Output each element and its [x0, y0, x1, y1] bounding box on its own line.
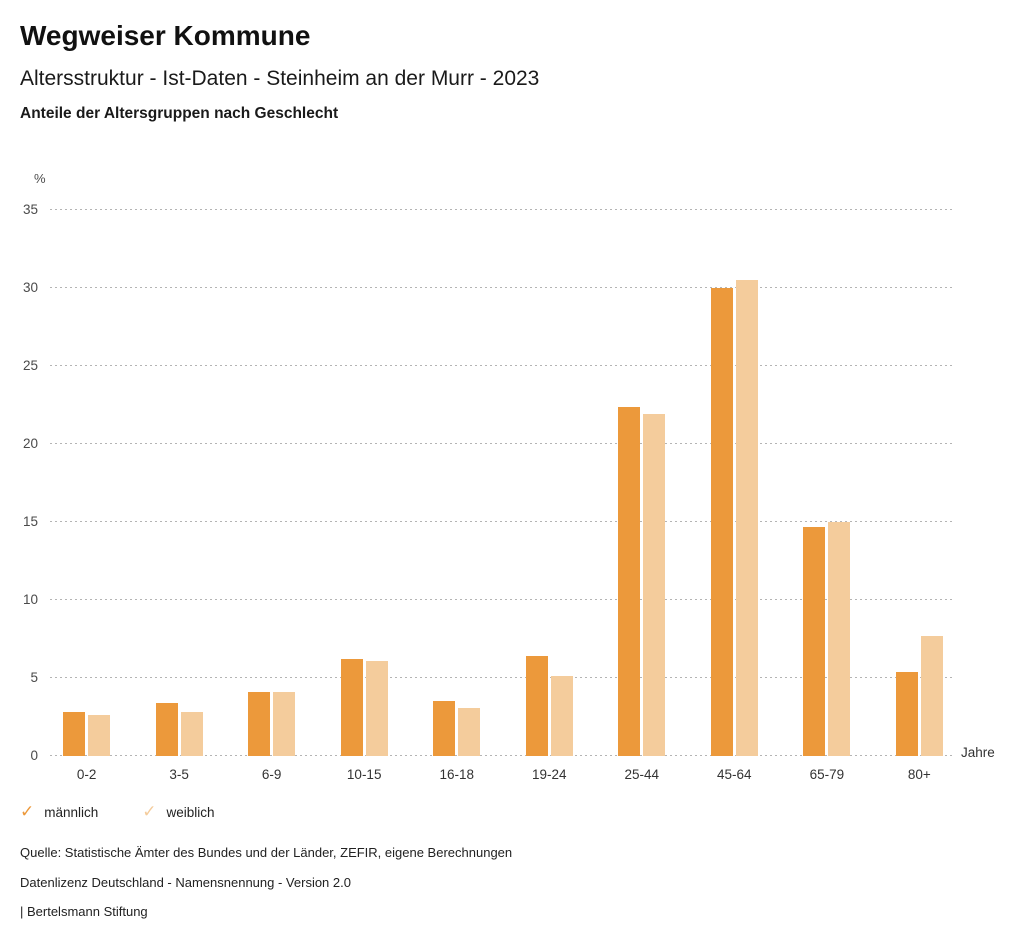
x-axis-unit-label: Jahre: [961, 745, 995, 760]
y-axis-tick-0: 0: [30, 748, 38, 763]
bar-weiblich-16-18[interactable]: [458, 707, 481, 756]
gridline-30: [50, 287, 955, 288]
x-axis-label-6-9: 6-9: [261, 767, 282, 782]
legend-label: weiblich: [166, 804, 215, 820]
x-axis-label-80+: 80+: [907, 767, 931, 782]
legend: ✓ männlich ✓ weiblich: [20, 803, 215, 821]
gridline-5: [50, 677, 955, 678]
x-axis-label-25-44: 25-44: [624, 767, 660, 782]
bar-weiblich-19-24[interactable]: [550, 676, 573, 756]
y-axis-unit-label: %: [34, 171, 46, 186]
y-axis-tick-10: 10: [22, 592, 38, 607]
gridline-10: [50, 599, 955, 600]
footer-attribution: | Bertelsmann Stiftung: [20, 904, 148, 919]
bar-weiblich-80+[interactable]: [920, 635, 943, 756]
bar-weiblich-6-9[interactable]: [273, 692, 296, 756]
y-axis-tick-25: 25: [22, 358, 38, 373]
x-axis-label-45-64: 45-64: [717, 767, 752, 782]
bar-männlich-80+[interactable]: [895, 671, 918, 756]
bar-männlich-10-15[interactable]: [340, 659, 363, 756]
y-axis-tick-5: 5: [30, 670, 38, 685]
y-axis-tick-30: 30: [22, 280, 38, 295]
x-axis-label-16-18: 16-18: [439, 767, 474, 782]
bar-männlich-45-64[interactable]: [710, 288, 733, 756]
gridline-0: [50, 755, 955, 756]
check-icon: ✓: [20, 802, 35, 821]
bar-männlich-19-24[interactable]: [525, 656, 548, 756]
gridline-35: [50, 209, 955, 210]
y-axis-tick-20: 20: [22, 436, 38, 451]
chart-subtitle: Altersstruktur - Ist-Daten - Steinheim a…: [20, 67, 540, 90]
gridline-15: [50, 521, 955, 522]
bar-weiblich-25-44[interactable]: [643, 414, 666, 756]
chart-caption: Anteile der Altersgruppen nach Geschlech…: [20, 105, 339, 122]
bar-männlich-25-44[interactable]: [618, 406, 641, 756]
bar-weiblich-10-15[interactable]: [365, 660, 388, 756]
legend-label: männlich: [44, 804, 99, 820]
footer-source: Quelle: Statistische Ämter des Bundes un…: [20, 845, 513, 860]
check-icon: ✓: [142, 802, 157, 821]
legend-item-weiblich[interactable]: ✓ weiblich: [142, 803, 214, 821]
bar-männlich-16-18[interactable]: [433, 701, 456, 756]
page-title: Wegweiser Kommune: [20, 20, 311, 51]
y-axis-tick-15: 15: [22, 514, 38, 529]
bar-männlich-3-5[interactable]: [155, 702, 178, 756]
bar-weiblich-3-5[interactable]: [180, 712, 203, 756]
bar-weiblich-0-2[interactable]: [88, 715, 111, 756]
plot-area: [50, 209, 955, 756]
gridline-25: [50, 365, 955, 366]
x-axis-label-65-79: 65-79: [809, 767, 845, 782]
bar-weiblich-65-79[interactable]: [828, 522, 851, 756]
bar-männlich-0-2[interactable]: [63, 712, 86, 756]
legend-item-männlich[interactable]: ✓ männlich: [20, 803, 98, 821]
bar-männlich-6-9[interactable]: [248, 692, 271, 756]
gridline-20: [50, 443, 955, 444]
x-axis-label-3-5: 3-5: [169, 767, 189, 782]
x-axis-label-0-2: 0-2: [76, 767, 97, 782]
x-axis-label-19-24: 19-24: [531, 767, 567, 782]
bar-weiblich-45-64[interactable]: [735, 280, 758, 756]
footer-license: Datenlizenz Deutschland - Namensnennung …: [20, 875, 351, 890]
y-axis-tick-35: 35: [22, 202, 38, 217]
x-axis-label-10-15: 10-15: [346, 767, 382, 782]
bar-männlich-65-79[interactable]: [803, 526, 826, 756]
